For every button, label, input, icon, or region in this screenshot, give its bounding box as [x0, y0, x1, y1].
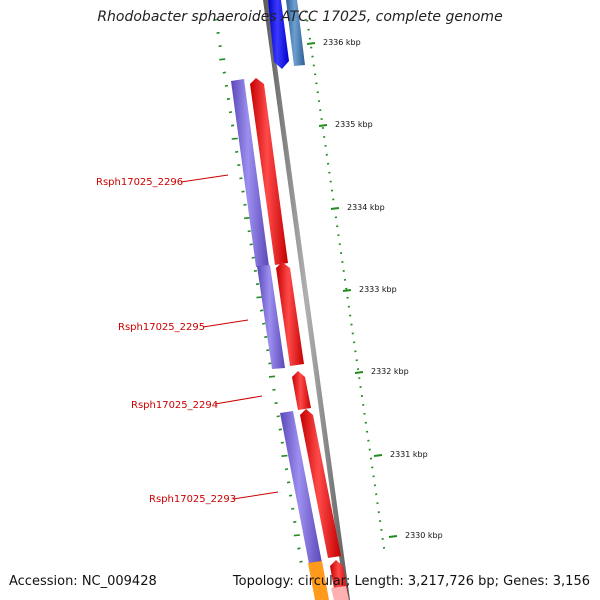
inner-scale-dot	[256, 296, 263, 299]
inner-scale-dot	[253, 269, 258, 272]
gene-feature-2294[interactable]	[292, 371, 311, 410]
kbp-tick-label: 2336 kbp	[323, 38, 361, 47]
inner-scale-dot	[293, 520, 297, 524]
kbp-ticks: 2336 kbp 2335 kbp 2334 kbp 2333 kbp 2332 kbp…	[306, 38, 443, 540]
gene-label-2294[interactable]: Rsph17025_2294	[131, 400, 218, 411]
kbp-tick-label: 2330 kbp	[405, 531, 443, 540]
inner-scale-dot	[230, 124, 235, 127]
inner-scale-dot	[226, 97, 231, 101]
inner-scale-dot	[280, 441, 284, 444]
inner-scale-dot	[231, 137, 238, 140]
kbp-tick-mark	[330, 207, 340, 210]
inner-scale-dot	[299, 560, 303, 563]
gene-feature-2296[interactable]	[250, 78, 288, 265]
kbp-tick-label: 2331 kbp	[390, 450, 428, 459]
cds-feature-2296[interactable]	[231, 79, 269, 267]
inner-scale-dot	[264, 335, 268, 339]
leader-line-2296	[180, 174, 229, 183]
inner-scale-dot	[251, 256, 255, 259]
gene-feature-2295[interactable]	[276, 262, 304, 366]
inner-scale-dot	[288, 494, 293, 497]
inner-scale-dot	[259, 309, 264, 312]
kbp-tick-label: 2335 kbp	[335, 120, 373, 129]
outer-dotted-scale	[304, 10, 386, 549]
inner-scale-dot	[239, 177, 243, 180]
inner-scale-dot	[268, 362, 272, 365]
inner-scale-dot	[241, 190, 245, 193]
inner-scale-dot	[243, 203, 247, 206]
inner-scale-dot	[268, 375, 276, 378]
inner-scale-dot	[272, 388, 276, 391]
inner-scale-dot	[297, 547, 301, 550]
gene-label-2295[interactable]: Rsph17025_2295	[118, 322, 205, 333]
gene-label-2293[interactable]: Rsph17025_2293	[149, 494, 236, 505]
leader-line-2293	[232, 491, 279, 500]
cds-track	[231, 79, 322, 564]
map-title: Rhodobacter sphaeroides ATCC 17025, comp…	[97, 9, 503, 25]
inner-scale-dot	[247, 230, 251, 233]
cds-feature-orange[interactable]	[308, 561, 329, 600]
inner-scale-dot	[255, 283, 260, 286]
gene-feature-2293[interactable]	[300, 409, 341, 558]
inner-scale-dot	[244, 216, 251, 220]
gene-labels: Rsph17025_2296 Rsph17025_2295 Rsph17025_…	[96, 177, 236, 505]
inner-scale-dot	[222, 71, 226, 74]
inner-scale-dot	[218, 45, 222, 48]
kbp-tick-mark	[318, 124, 328, 127]
inner-scale-dot	[228, 111, 233, 114]
inner-scale-dot	[224, 84, 229, 87]
genome-summary-text: Topology: circular; Length: 3,217,726 bp…	[232, 574, 590, 589]
genome-backbone	[263, 0, 350, 600]
kbp-tick-mark	[306, 42, 316, 45]
inner-scale-dot	[249, 243, 253, 246]
inner-scale-dot	[235, 150, 239, 153]
inner-dotted-scale	[214, 18, 303, 563]
inner-scale-dot	[266, 349, 270, 352]
inner-scale-dot	[278, 428, 282, 431]
gene-feature-steel[interactable]	[286, 0, 305, 66]
kbp-tick-label: 2334 kbp	[347, 203, 385, 212]
inner-scale-dot	[293, 534, 300, 537]
inner-scale-dot	[262, 322, 266, 325]
accession-text: Accession: NC_009428	[9, 574, 157, 589]
kbp-tick-label: 2332 kbp	[371, 367, 409, 376]
top-features	[268, 0, 329, 600]
leader-line-2295	[202, 319, 249, 328]
inner-scale-dot	[214, 18, 218, 21]
inner-scale-dot	[281, 454, 288, 457]
cds-feature-2293[interactable]	[280, 411, 322, 564]
inner-scale-dot	[291, 507, 295, 510]
leader-line-2294	[214, 395, 263, 405]
cds-feature-2295[interactable]	[257, 265, 285, 369]
kbp-tick-mark	[342, 289, 352, 292]
inner-scale-dot	[274, 402, 278, 405]
kbp-tick-label: 2333 kbp	[359, 285, 397, 294]
inner-scale-dot	[219, 58, 226, 61]
gene-label-2296[interactable]: Rsph17025_2296	[96, 177, 183, 188]
gene-label-leaders	[180, 174, 279, 500]
inner-scale-dot	[284, 468, 289, 471]
inner-scale-dot	[286, 481, 291, 484]
kbp-tick-mark	[354, 371, 364, 374]
inner-scale-dot	[237, 164, 241, 167]
inner-scale-dot	[276, 415, 280, 418]
gene-feature-blue[interactable]	[268, 0, 289, 69]
inner-scale-dot	[216, 31, 220, 34]
gene-feature-pink[interactable]	[331, 586, 349, 600]
kbp-tick-mark	[373, 454, 383, 457]
kbp-tick-mark	[388, 535, 398, 538]
gene-track	[250, 78, 349, 600]
